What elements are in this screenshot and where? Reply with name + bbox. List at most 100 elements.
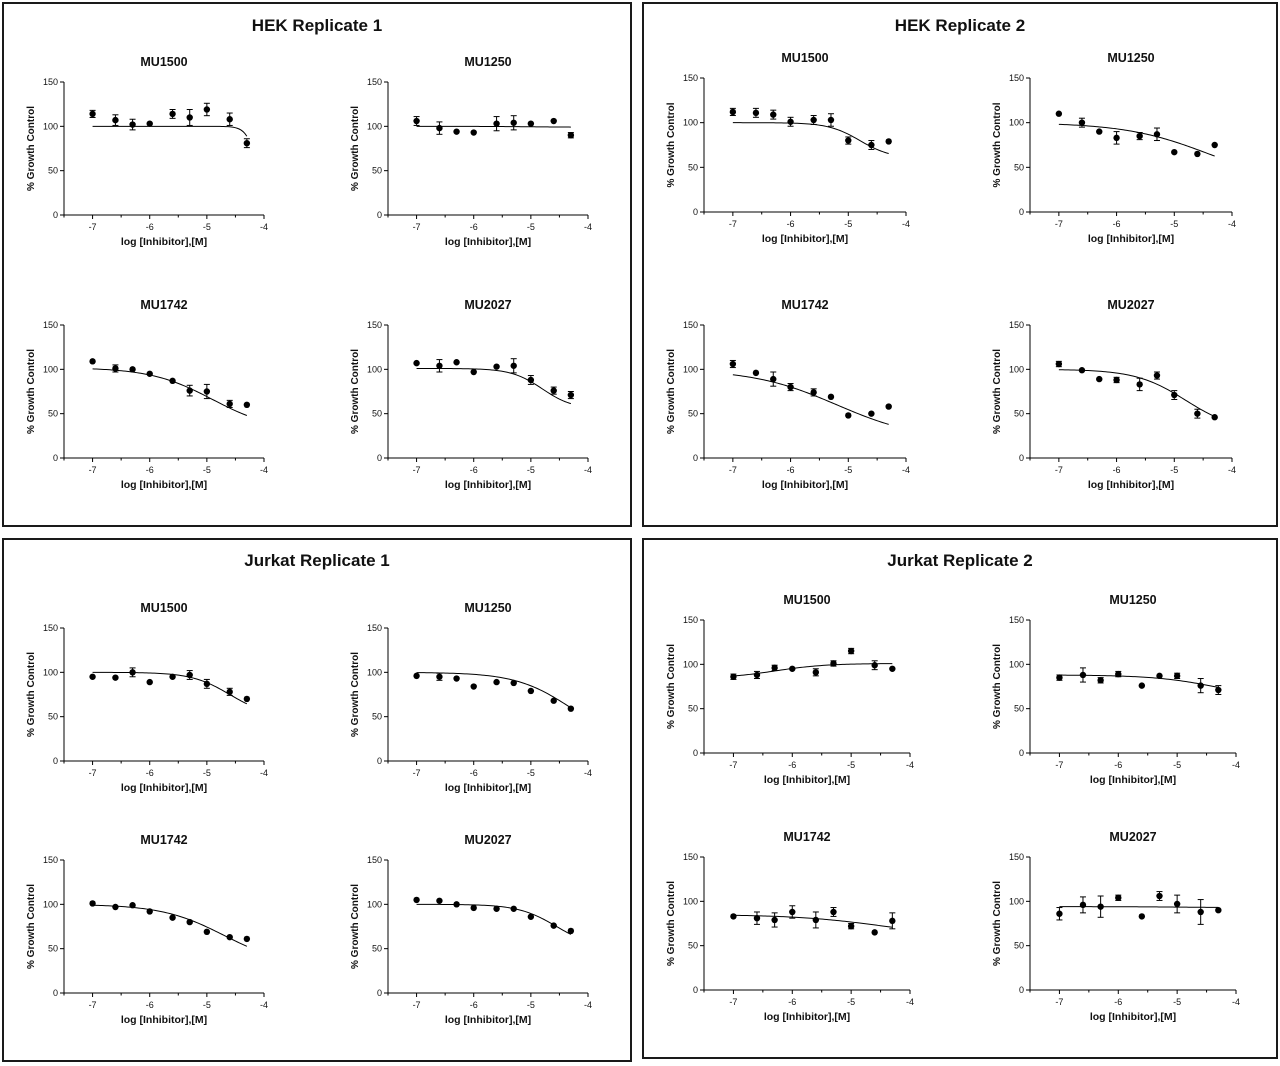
- dose-response-chart: MU1742 0 50 100 150 -7 -6 -5 -4 log [Inhibitor],[…: [26, 298, 268, 491]
- data-point: [845, 137, 852, 144]
- x-tick-label: -5: [203, 1000, 211, 1010]
- x-tick-label: -4: [584, 768, 592, 778]
- x-tick-label: -4: [260, 1000, 268, 1010]
- x-tick-label: -4: [1232, 760, 1240, 770]
- chart-title: MU2027: [1109, 830, 1156, 844]
- data-point: [830, 908, 837, 916]
- data-point: [89, 900, 96, 907]
- x-tick-label: -4: [584, 222, 592, 232]
- data-point: [770, 111, 777, 118]
- panel-title: HEK Replicate 1: [251, 16, 383, 35]
- x-tick-label: -6: [1113, 465, 1121, 475]
- x-tick-label: -6: [787, 465, 795, 475]
- fit-curve: [92, 368, 248, 416]
- y-axis-label: % Growth Control: [26, 349, 37, 434]
- data-point: [436, 897, 443, 904]
- x-tick-label: -7: [413, 465, 421, 475]
- x-axis-label: log [Inhibitor],[M]: [762, 233, 848, 245]
- dose-response-chart: MU2027 0 50 100 150 -7 -6 -5 -4 log [Inhibitor],[…: [350, 298, 592, 491]
- data-point: [1113, 376, 1120, 384]
- x-tick-label: -4: [260, 222, 268, 232]
- y-axis-label: % Growth Control: [666, 644, 677, 729]
- data-point: [567, 705, 575, 712]
- y-tick-label: 0: [53, 453, 58, 463]
- data-point: [1136, 132, 1143, 140]
- chart-title: MU1742: [783, 830, 830, 844]
- y-tick-label: 0: [377, 988, 382, 998]
- chart-title: MU1500: [783, 593, 830, 607]
- data-point: [89, 110, 96, 118]
- y-tick-label: 150: [367, 623, 382, 633]
- y-axis-label: % Growth Control: [350, 652, 361, 737]
- x-tick-label: -6: [470, 222, 478, 232]
- x-tick-label: -7: [413, 222, 421, 232]
- y-tick-label: 150: [1009, 852, 1024, 862]
- x-tick-label: -6: [788, 997, 796, 1007]
- panel-charts-svg: MU1500 0 50 100 150 -7 -6 -5 -4 log [Inhibitor],[…: [26, 601, 592, 1026]
- data-point: [1055, 360, 1063, 368]
- fit-curve: [92, 125, 248, 137]
- x-axis-label: log [Inhibitor],[M]: [445, 236, 531, 248]
- data-point: [771, 916, 778, 924]
- fit-curve: [732, 122, 889, 154]
- data-point: [112, 674, 119, 681]
- x-axis-label: log [Inhibitor],[M]: [445, 782, 531, 794]
- y-axis-label: % Growth Control: [992, 349, 1003, 434]
- data-point: [1215, 907, 1222, 914]
- x-axis-label: log [Inhibitor],[M]: [764, 774, 850, 786]
- fit-curve: [92, 671, 248, 705]
- y-tick-label: 50: [372, 712, 382, 722]
- data-point: [89, 673, 96, 680]
- data-point: [1215, 686, 1222, 694]
- y-tick-label: 100: [367, 364, 382, 374]
- x-tick-label: -4: [906, 997, 914, 1007]
- x-tick-label: -5: [844, 465, 852, 475]
- x-axis-label: log [Inhibitor],[M]: [764, 1011, 850, 1023]
- y-tick-label: 0: [693, 207, 698, 217]
- data-point: [550, 117, 557, 125]
- x-tick-label: -6: [1113, 219, 1121, 229]
- data-point: [129, 669, 136, 676]
- x-tick-label: -4: [260, 768, 268, 778]
- data-point: [186, 671, 193, 679]
- x-tick-label: -6: [146, 1000, 154, 1010]
- y-tick-label: 50: [1014, 941, 1024, 951]
- fit-curve: [416, 367, 572, 405]
- y-tick-label: 150: [683, 852, 698, 862]
- data-point: [1156, 892, 1163, 900]
- dose-response-chart: MU1250 0 50 100 150 -7 -6 -5 -4 log [Inhibitor],[…: [992, 51, 1236, 245]
- y-tick-label: 50: [372, 944, 382, 954]
- data-point: [1097, 677, 1104, 684]
- data-point: [453, 128, 460, 135]
- data-point: [1115, 670, 1122, 678]
- x-tick-label: -5: [203, 465, 211, 475]
- chart-title: MU1250: [1107, 51, 1154, 65]
- x-tick-label: -4: [584, 465, 592, 475]
- data-point: [753, 914, 761, 922]
- data-point: [146, 120, 153, 127]
- fit-curve: [1058, 123, 1215, 157]
- data-point: [1113, 134, 1120, 142]
- dose-response-chart: MU1500 0 50 100 150 -7 -6 -5 -4 log [Inhibitor],[…: [666, 51, 910, 245]
- y-tick-label: 100: [43, 364, 58, 374]
- data-point: [1153, 131, 1161, 138]
- x-tick-label: -6: [787, 219, 795, 229]
- panel-title: Jurkat Replicate 1: [244, 551, 390, 570]
- data-point: [787, 118, 794, 125]
- data-point: [453, 901, 460, 908]
- y-tick-label: 0: [377, 756, 382, 766]
- data-point: [1173, 900, 1181, 908]
- panel-charts-svg: MU1500 0 50 100 150 -7 -6 -5 -4 log [Inhibitor],[…: [666, 51, 1236, 491]
- panel-title: Jurkat Replicate 2: [887, 551, 1033, 570]
- y-tick-label: 50: [688, 162, 698, 172]
- dose-response-chart: MU1742 0 50 100 150 -7 -6 -5 -4 log [Inhibitor],[…: [26, 833, 268, 1026]
- data-point: [1173, 672, 1181, 680]
- data-point: [186, 387, 193, 394]
- x-tick-label: -5: [1170, 219, 1178, 229]
- y-tick-label: 100: [1009, 364, 1024, 374]
- x-tick-label: -6: [470, 465, 478, 475]
- y-axis-label: % Growth Control: [350, 349, 361, 434]
- data-point: [436, 124, 443, 132]
- data-point: [1211, 414, 1218, 421]
- data-point: [453, 675, 460, 682]
